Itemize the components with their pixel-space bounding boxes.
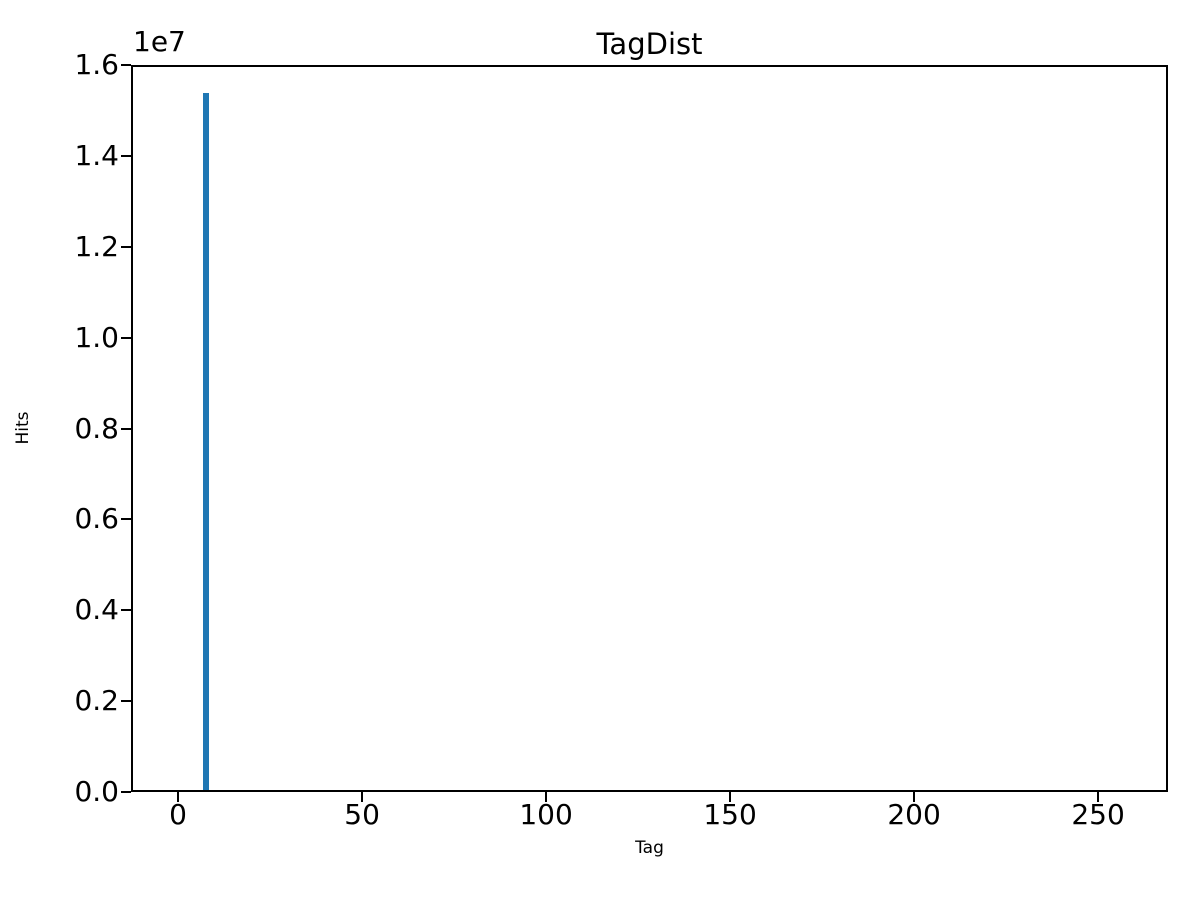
y-tick-label: 0.0 — [74, 775, 119, 808]
y-axis-label: Hits — [13, 411, 33, 445]
y-tick-mark — [121, 336, 131, 339]
x-tick-label: 250 — [1071, 798, 1125, 831]
x-tick-label: 0 — [169, 798, 188, 831]
x-axis-label: Tag — [635, 838, 664, 858]
y-tick-mark — [121, 154, 131, 157]
y-tick-label: 1.2 — [74, 229, 119, 263]
y-tick-mark — [121, 518, 131, 521]
y-tick-mark — [121, 427, 131, 430]
x-tick-label: 50 — [344, 798, 380, 831]
y-tick-mark — [121, 245, 131, 248]
y-axis-offset-label: 1e7 — [133, 25, 186, 58]
x-tick-mark — [729, 792, 732, 802]
x-tick-mark — [361, 792, 364, 802]
y-tick-label: 0.4 — [74, 593, 119, 627]
x-tick-mark — [1097, 792, 1100, 802]
y-tick-mark — [121, 64, 131, 66]
y-tick-label: 1.4 — [74, 138, 119, 172]
bar — [202, 92, 209, 790]
y-tick-mark — [121, 791, 131, 793]
y-tick-mark — [121, 700, 131, 703]
x-tick-mark — [177, 792, 180, 802]
y-tick-label: 0.8 — [74, 411, 119, 445]
y-tick-label: 1.0 — [74, 320, 119, 354]
plot-axes — [131, 65, 1168, 792]
y-tick-label: 1.6 — [74, 48, 119, 81]
x-tick-label: 100 — [519, 798, 573, 831]
plot-area — [133, 67, 1166, 790]
y-tick-label: 0.2 — [74, 684, 119, 718]
x-tick-label: 200 — [887, 798, 941, 831]
x-tick-mark — [913, 792, 916, 802]
x-tick-mark — [545, 792, 548, 802]
x-tick-label: 150 — [703, 798, 757, 831]
page-title: TagDist — [596, 27, 703, 61]
y-tick-mark — [121, 609, 131, 612]
y-tick-label: 0.6 — [74, 502, 119, 536]
